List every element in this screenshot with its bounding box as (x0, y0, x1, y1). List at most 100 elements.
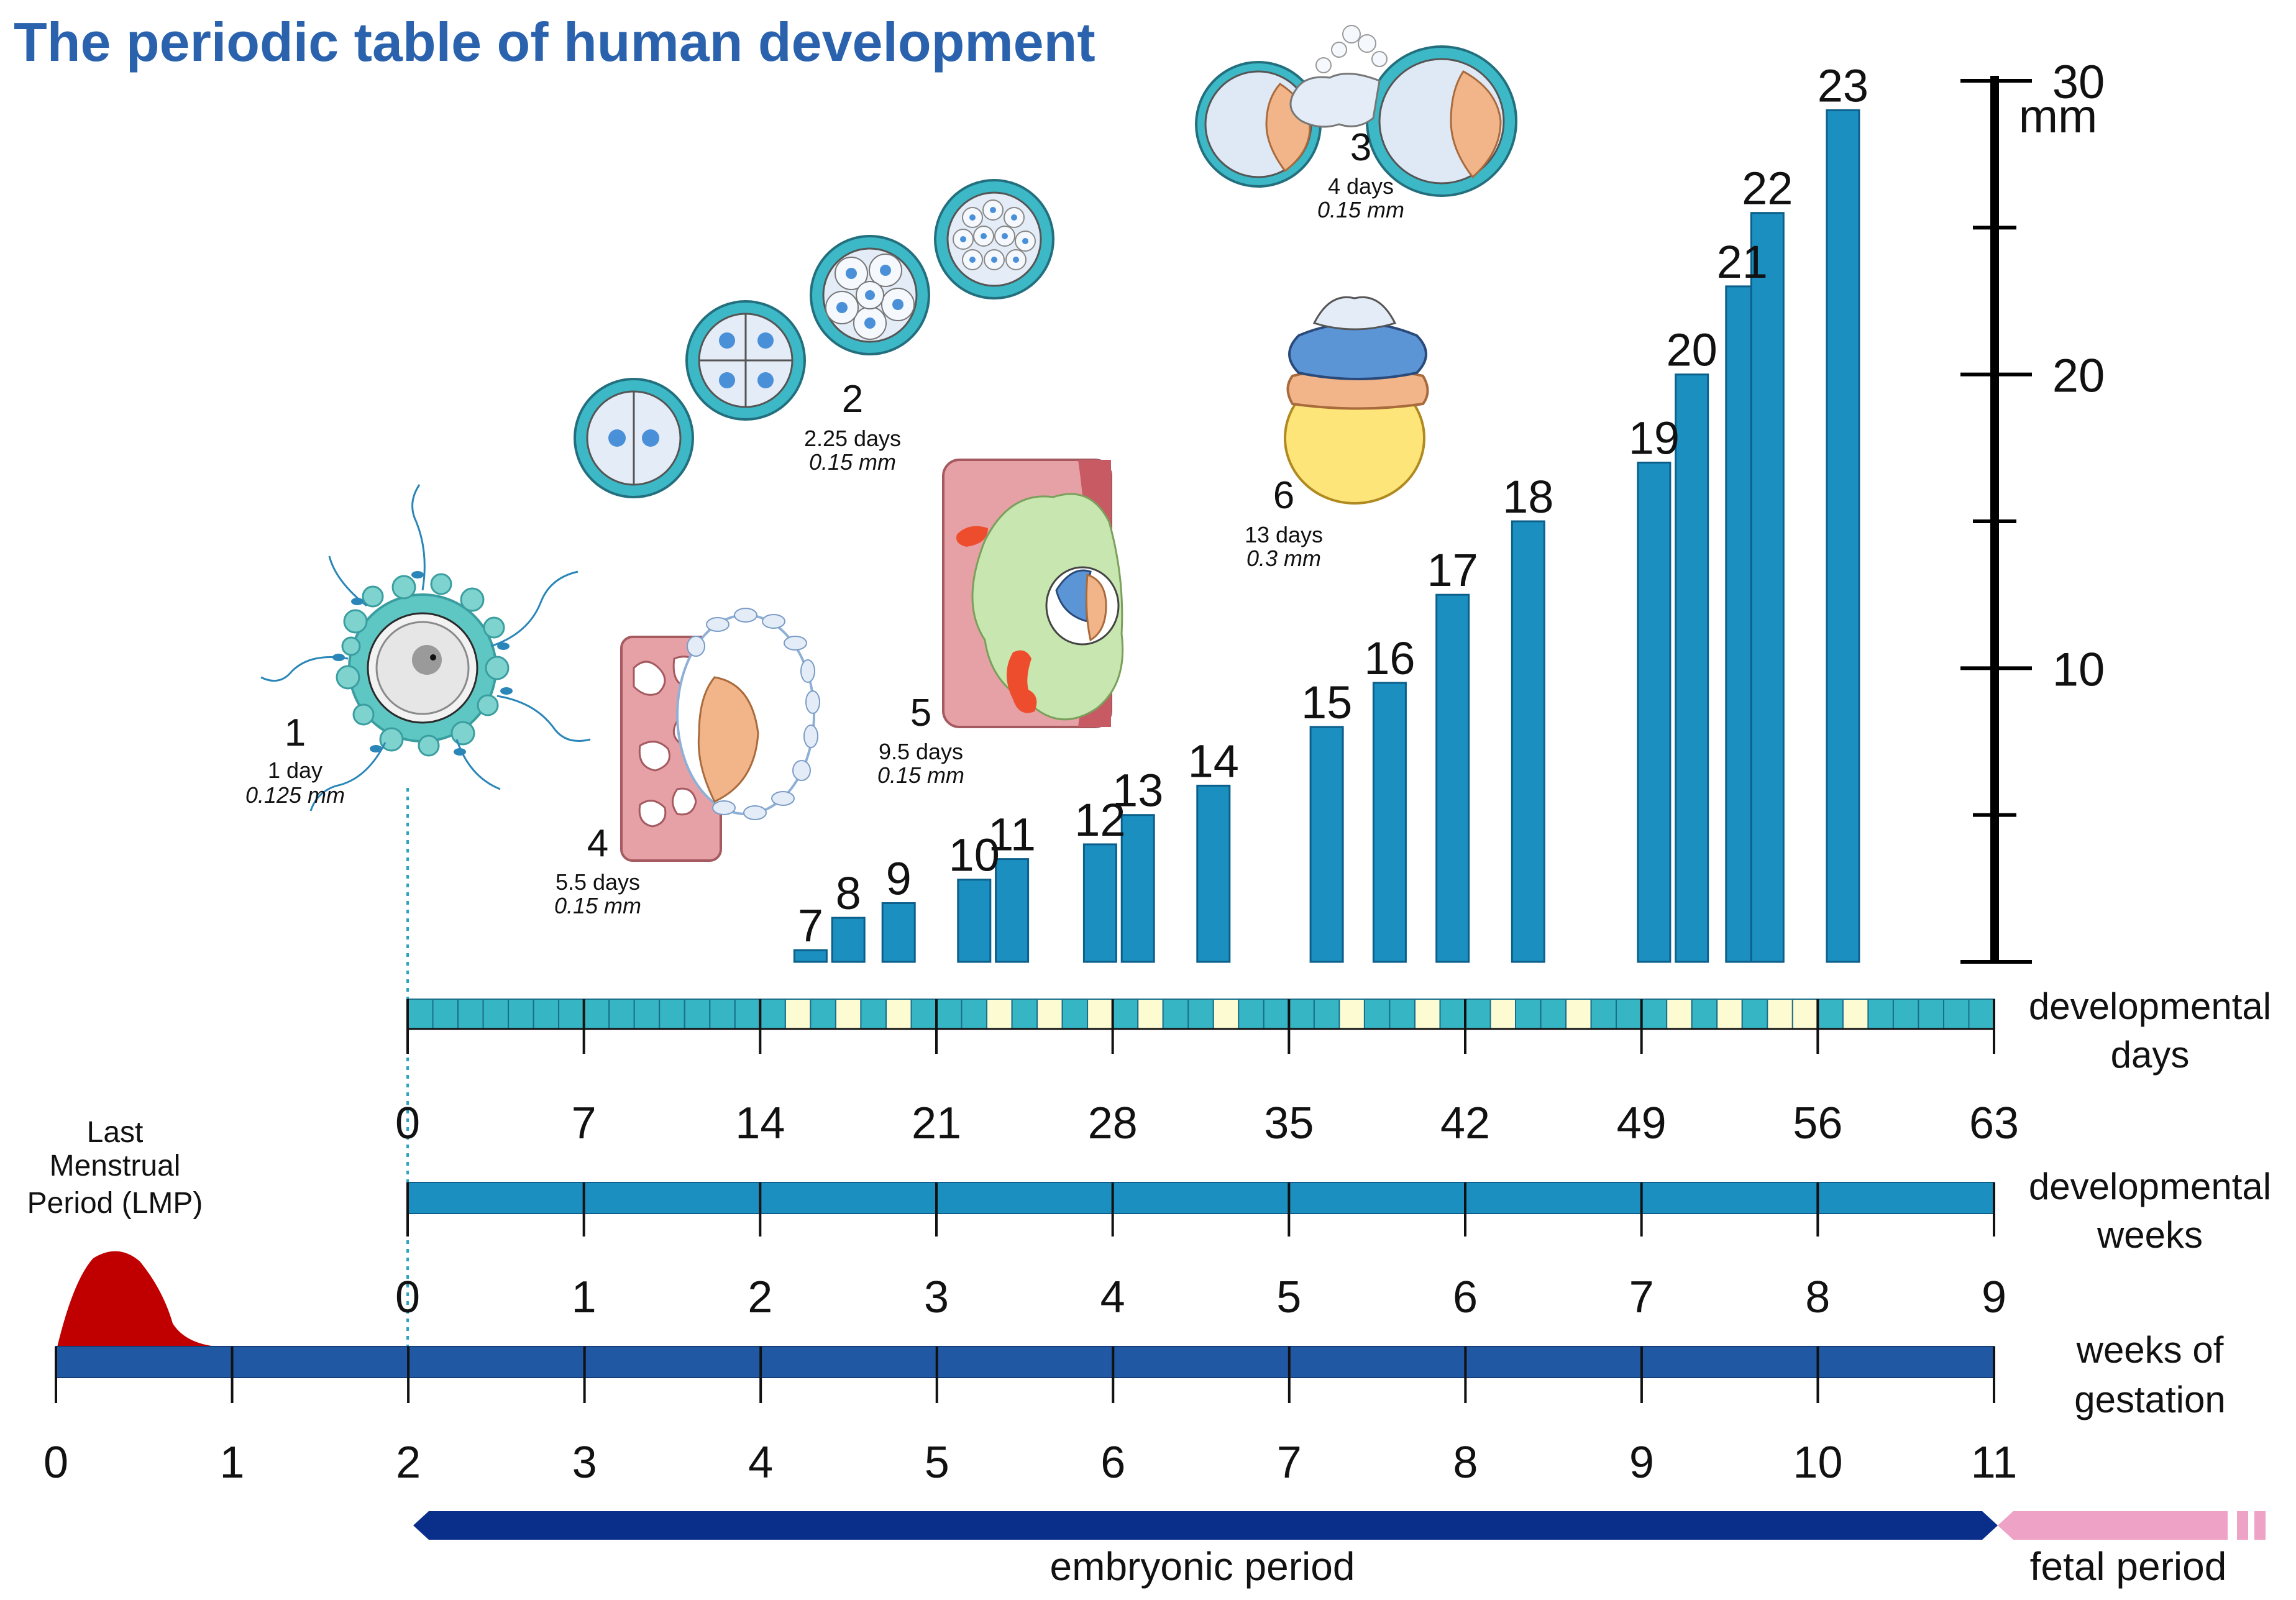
stage-bar-label-16: 16 (1364, 633, 1415, 684)
day-cell-55 (1791, 999, 1819, 1030)
day-cell-25 (1036, 999, 1063, 1030)
stage-bar-label-17: 17 (1427, 544, 1478, 596)
days-tick-label-63: 63 (1969, 1099, 2019, 1148)
stage-bar-label-13: 13 (1112, 765, 1163, 816)
day-cell-6 (558, 999, 585, 1030)
day-cell-0 (407, 999, 434, 1030)
day-cell-61 (1943, 999, 1970, 1030)
stage-bar-7 (793, 949, 828, 963)
stage-bar-label-12: 12 (1074, 794, 1125, 846)
weeks-tick-label-6: 6 (1453, 1273, 1478, 1322)
stage-bar-label-22: 22 (1742, 163, 1793, 214)
day-cell-31 (1187, 999, 1214, 1030)
stage-3-days: 4 days (1328, 173, 1394, 199)
stage-bar-label-23: 23 (1818, 60, 1868, 111)
day-cell-54 (1767, 999, 1793, 1030)
fetal-period-arrow (1998, 1511, 2228, 1540)
stage-bar-label-14: 14 (1188, 735, 1239, 787)
day-cell-16 (810, 999, 836, 1030)
stage-2-size: 0.15 mm (809, 449, 896, 475)
day-cell-7 (583, 999, 610, 1030)
day-cell-10 (659, 999, 685, 1030)
day-cell-37 (1338, 999, 1365, 1030)
stage-bar-20 (1675, 373, 1709, 963)
stage-bar-label-18: 18 (1502, 471, 1553, 523)
lmp-label-line1: Last (87, 1116, 144, 1149)
developmental-days-label-line2: days (2111, 1034, 2190, 1076)
day-cell-32 (1212, 999, 1240, 1030)
day-cell-56 (1817, 999, 1844, 1030)
day-cell-9 (633, 999, 661, 1030)
stage-2-days: 2.25 days (804, 426, 901, 451)
stage-5-size: 0.15 mm (877, 762, 964, 788)
developmental-weeks-label-line1: developmental (2029, 1166, 2271, 1207)
stage-bar-13 (1120, 814, 1155, 963)
stage-bar-11 (995, 858, 1030, 963)
stage-bar-9 (881, 902, 916, 963)
day-cell-18 (860, 999, 887, 1030)
stage-4-implantation-illustration (620, 608, 820, 862)
day-cell-47 (1590, 999, 1617, 1030)
stage-bar-10 (957, 879, 992, 963)
gestation-weeks-bar (55, 1346, 1995, 1378)
stage-5-days: 9.5 days (879, 739, 963, 764)
lmp-label-line3: Period (LMP) (27, 1187, 203, 1220)
day-cell-27 (1087, 999, 1114, 1030)
day-cell-1 (432, 999, 459, 1030)
day-cell-60 (1918, 999, 1944, 1030)
gestation-weeks-ticks: 0 1 2 3 4 5 6 7 8 9 10 11 (43, 1346, 2017, 1488)
gestation-label-line2: gestation (2074, 1379, 2226, 1420)
day-cell-57 (1842, 999, 1869, 1030)
day-cell-53 (1741, 999, 1768, 1030)
day-cell-39 (1389, 999, 1416, 1030)
gestation-tick-label-9: 9 (1629, 1438, 1654, 1488)
gestation-tick-label-11: 11 (1971, 1438, 2018, 1488)
stage-3-blastocyst-illustration (1195, 25, 1517, 197)
stage-bar-19 (1637, 462, 1672, 963)
embryonic-period-arrow (413, 1511, 1998, 1540)
fetal-period-label: fetal period (2030, 1544, 2227, 1589)
lmp-menstrual-curve (57, 1251, 224, 1347)
stage-3-number: 3 (1350, 126, 1371, 169)
gestation-tick-label-0: 0 (43, 1438, 68, 1488)
scale-tick-label-10: 10 (2052, 643, 2105, 696)
developmental-days-strip (407, 999, 1995, 1030)
stage-3-size: 0.15 mm (1317, 197, 1404, 222)
stage-1-size: 0.125 mm (245, 782, 345, 808)
day-cell-34 (1263, 999, 1290, 1030)
stage-bar-12 (1082, 843, 1117, 963)
days-tick-label-28: 28 (1088, 1099, 1138, 1148)
day-cell-44 (1515, 999, 1542, 1030)
day-cell-8 (608, 999, 635, 1030)
day-cell-11 (684, 999, 711, 1030)
stage-bar-16 (1372, 682, 1407, 963)
gestation-tick-label-10: 10 (1793, 1438, 1842, 1488)
stage-4-days: 5.5 days (556, 869, 640, 895)
day-cell-2 (457, 999, 484, 1030)
stage-5-number: 5 (910, 692, 931, 734)
gestation-label-line1: weeks of (2076, 1329, 2224, 1371)
day-cell-51 (1691, 999, 1718, 1030)
stage-bar-label-9: 9 (886, 853, 912, 905)
stage-bar-18 (1511, 520, 1545, 963)
days-tick-label-14: 14 (735, 1099, 785, 1148)
day-cell-28 (1112, 999, 1139, 1030)
stage-bar-label-11: 11 (988, 809, 1036, 861)
stage-bar-label-21: 21 (1717, 236, 1768, 288)
stage-bar-23 (1826, 109, 1860, 963)
size-scale-axis: 10 20 30 (1960, 56, 2105, 964)
day-cell-19 (885, 999, 912, 1030)
stage-1-days: 1 day (268, 757, 322, 783)
day-cell-13 (734, 999, 761, 1030)
day-cell-20 (910, 999, 938, 1030)
day-cell-21 (936, 999, 963, 1030)
stage-6-days: 13 days (1245, 522, 1323, 547)
day-cell-49 (1640, 999, 1668, 1030)
day-cell-22 (961, 999, 988, 1030)
stage-5-implanted-embryo-illustration (942, 459, 1124, 728)
day-cell-24 (1011, 999, 1038, 1030)
stage-4-number: 4 (587, 822, 608, 865)
day-cell-48 (1616, 999, 1642, 1030)
developmental-weeks-bar (407, 1182, 1995, 1214)
